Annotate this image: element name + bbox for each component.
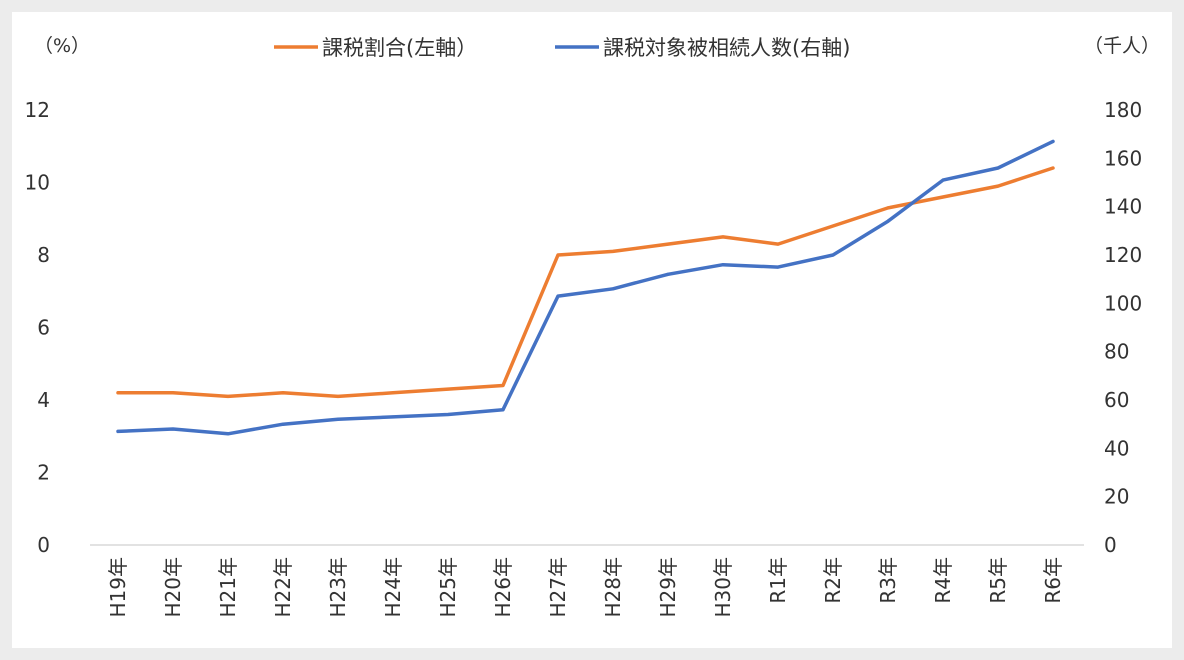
data-point [171,427,175,431]
right-tick-label: 0 [1104,533,1117,557]
left-tick-label: 6 [37,316,50,340]
right-tick-label: 120 [1104,243,1142,267]
legend-label-count: 課税対象被相続人数(右軸) [603,36,850,60]
x-tick-label: H22年 [271,557,295,618]
data-point [721,235,725,239]
data-point [226,394,230,398]
left-tick-label: 8 [37,243,50,267]
right-tick-label: 80 [1104,340,1129,364]
right-tick-label: 140 [1104,195,1142,219]
data-point [776,265,780,269]
data-point [886,219,890,223]
left-tick-label: 4 [37,388,50,412]
data-point [666,272,670,276]
x-tick-label: H19年 [106,557,130,618]
data-point [776,242,780,246]
series-lines [116,139,1055,436]
x-tick-label: R1年 [766,557,790,604]
data-point [611,287,615,291]
x-tick-label: H29年 [656,557,680,618]
legend-label-ratio: 課税割合(左軸） [322,36,477,60]
data-point [886,206,890,210]
data-point [336,394,340,398]
left-axis-unit: （%） [34,35,90,57]
data-point [391,415,395,419]
data-point [666,242,670,246]
data-point [831,253,835,257]
x-tick-label: H21年 [216,557,240,618]
data-point [996,166,1000,170]
data-point [501,408,505,412]
data-point [281,422,285,426]
x-tick-label: R3年 [876,557,900,604]
chart-frame: （%） （千人） 課税割合(左軸） 課税対象被相続人数(右軸) 0 2 4 6 8 10 1… [12,12,1172,648]
data-point [116,429,120,433]
data-point [446,387,450,391]
x-tick-label: H20年 [161,557,185,618]
data-point [1051,166,1055,170]
x-tick-label: H23年 [326,557,350,618]
data-point [721,263,725,267]
data-point [611,249,615,253]
line-chart: （%） （千人） 課税割合(左軸） 課税対象被相続人数(右軸) 0 2 4 6 8 10 1… [25,35,1160,618]
right-tick-label: 180 [1104,98,1142,122]
data-point [336,417,340,421]
data-point [556,253,560,257]
data-point [941,178,945,182]
x-axis-ticks: H19年 H20年 H21年 H22年 H23年 H24年 H25年 H26年 H27年 H28年… [106,557,1065,618]
x-tick-label: R6年 [1041,557,1065,604]
series-line-count [116,139,1055,436]
x-tick-label: H30年 [711,557,735,618]
right-tick-label: 100 [1104,291,1142,315]
right-tick-label: 160 [1104,146,1142,170]
series-line-ratio [116,166,1055,399]
x-tick-label: H28年 [601,557,625,618]
data-point [501,384,505,387]
left-tick-label: 2 [37,461,50,485]
data-point [391,391,395,395]
data-point [446,413,450,416]
x-tick-label: H27年 [546,557,570,618]
right-axis-ticks: 0 20 40 60 80 100 120 140 160 180 [1104,98,1142,557]
x-tick-label: H26年 [491,557,515,618]
x-tick-label: R5年 [986,557,1010,604]
data-point [171,391,175,395]
x-tick-label: R4年 [931,557,955,604]
left-tick-label: 10 [25,171,50,195]
x-tick-label: R2年 [821,557,845,604]
right-tick-label: 40 [1104,436,1129,460]
data-point [226,432,230,436]
data-point [281,391,285,395]
data-point [1051,139,1055,143]
left-tick-label: 12 [25,98,50,122]
data-point [996,184,1000,188]
right-tick-label: 60 [1104,388,1129,412]
data-point [831,224,835,228]
data-point [556,294,560,298]
x-tick-label: H24年 [381,557,405,618]
left-axis-ticks: 0 2 4 6 8 10 12 [25,98,50,557]
legend: 課税割合(左軸） 課税対象被相続人数(右軸) [274,36,850,60]
data-point [941,195,945,199]
right-tick-label: 20 [1104,485,1129,509]
right-axis-unit: （千人） [1084,35,1160,57]
left-tick-label: 0 [37,533,50,557]
data-point [116,391,120,395]
x-tick-label: H25年 [436,557,460,618]
